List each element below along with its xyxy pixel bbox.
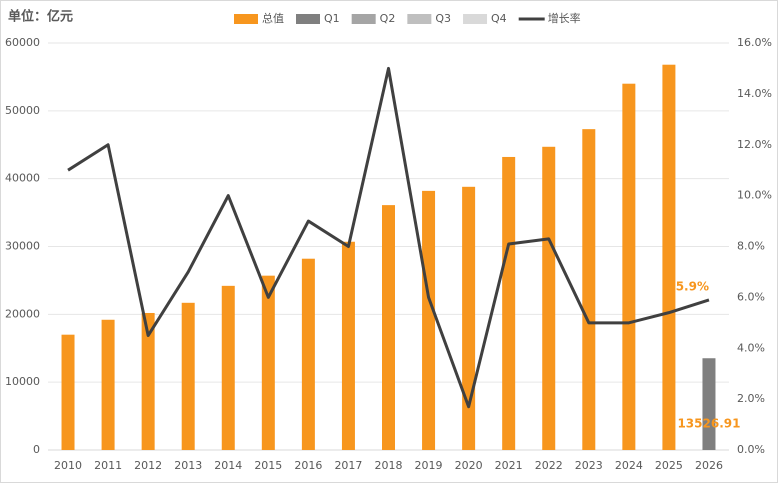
y-tick-label: 20000: [5, 307, 40, 320]
x-tick-label: 2014: [214, 459, 242, 472]
data-label: 13526.91: [677, 416, 740, 430]
bar: [141, 312, 155, 450]
x-tick-label: 2019: [415, 459, 443, 472]
x-tick-label: 2011: [94, 459, 122, 472]
bar: [542, 146, 556, 450]
x-tick-label: 2020: [455, 459, 483, 472]
y2-tick-label: 12.0%: [737, 138, 772, 151]
chart-title: 单位：亿元: [8, 9, 73, 25]
bar: [181, 302, 195, 450]
y2-tick-label: 8.0%: [737, 240, 765, 253]
legend-swatch: [234, 14, 258, 24]
legend-swatch: [407, 14, 432, 24]
y-tick-label: 40000: [5, 172, 40, 185]
legend-label: Q1: [324, 12, 340, 25]
x-tick-label: 2023: [575, 459, 603, 472]
legend-label: Q3: [435, 12, 451, 25]
bar: [221, 285, 235, 450]
legend-label: 增长率: [548, 11, 581, 25]
y2-tick-label: 16.0%: [737, 36, 772, 49]
y2-tick-label: 10.0%: [737, 189, 772, 202]
bar: [341, 241, 355, 450]
legend-swatch: [351, 14, 376, 24]
x-tick-label: 2018: [375, 459, 403, 472]
bar: [622, 83, 636, 450]
y-tick-label: 10000: [5, 375, 40, 388]
x-tick-label: 2021: [495, 459, 523, 472]
y-tick-label: 50000: [5, 104, 40, 117]
bar: [582, 129, 596, 451]
x-tick-label: 2026: [695, 459, 723, 472]
y-tick-label: 60000: [5, 36, 40, 49]
bar: [382, 205, 395, 450]
legend-label: Q4: [491, 12, 507, 25]
bar: [422, 190, 436, 451]
y2-tick-label: 6.0%: [737, 290, 765, 303]
legend-label: Q2: [380, 12, 396, 25]
y2-tick-label: 0.0%: [737, 443, 765, 456]
y2-tick-label: 4.0%: [737, 341, 765, 354]
bar: [301, 258, 315, 450]
y2-tick-label: 2.0%: [737, 392, 765, 405]
bar: [462, 186, 476, 450]
data-label: 5.9%: [676, 279, 709, 293]
y-tick-label: 0: [33, 443, 40, 456]
x-tick-label: 2024: [615, 459, 643, 472]
x-tick-label: 2015: [254, 459, 282, 472]
line: [67, 66, 710, 409]
legend-swatch: [463, 14, 488, 24]
x-tick-label: 2013: [174, 459, 202, 472]
legend-label: 总值: [262, 11, 284, 25]
x-tick-label: 2017: [334, 459, 362, 472]
legend-swatch: [296, 14, 320, 24]
x-tick-label: 2016: [294, 459, 322, 472]
y-tick-label: 30000: [5, 240, 40, 253]
bar: [61, 334, 75, 450]
bar: [702, 358, 716, 450]
x-tick-label: 2010: [54, 459, 82, 472]
bar: [662, 64, 676, 450]
x-tick-label: 2025: [655, 459, 683, 472]
bar: [261, 275, 275, 450]
y2-tick-label: 14.0%: [737, 87, 772, 100]
x-tick-label: 2022: [535, 459, 563, 472]
bar: [502, 156, 516, 450]
bar: [101, 319, 115, 450]
x-tick-label: 2012: [134, 459, 162, 472]
